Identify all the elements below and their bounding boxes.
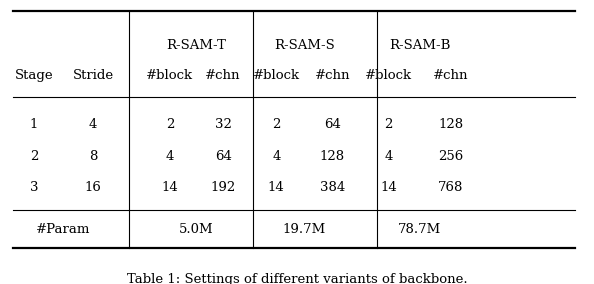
Text: 2: 2 (272, 118, 280, 131)
Text: 192: 192 (210, 181, 236, 194)
Text: #block: #block (146, 69, 194, 82)
Text: R-SAM-S: R-SAM-S (274, 39, 335, 52)
Text: 128: 128 (320, 150, 345, 163)
Text: 2: 2 (30, 150, 38, 163)
Text: 4: 4 (272, 150, 280, 163)
Text: 2: 2 (384, 118, 393, 131)
Text: #chn: #chn (315, 69, 350, 82)
Text: #Param: #Param (36, 223, 91, 236)
Text: #block: #block (365, 69, 412, 82)
Text: Table 1: Settings of different variants of backbone.: Table 1: Settings of different variants … (127, 273, 467, 284)
Text: #block: #block (252, 69, 300, 82)
Text: 64: 64 (214, 150, 232, 163)
Text: R-SAM-B: R-SAM-B (389, 39, 450, 52)
Text: 32: 32 (214, 118, 232, 131)
Text: 14: 14 (162, 181, 178, 194)
Text: 19.7M: 19.7M (283, 223, 326, 236)
Text: 4: 4 (166, 150, 174, 163)
Text: 64: 64 (324, 118, 341, 131)
Text: 4: 4 (89, 118, 97, 131)
Text: 14: 14 (380, 181, 397, 194)
Text: 256: 256 (438, 150, 463, 163)
Text: 768: 768 (438, 181, 463, 194)
Text: 3: 3 (30, 181, 38, 194)
Text: #chn: #chn (433, 69, 469, 82)
Text: 14: 14 (268, 181, 285, 194)
Text: 5.0M: 5.0M (179, 223, 214, 236)
Text: 128: 128 (438, 118, 463, 131)
Text: Stage: Stage (15, 69, 53, 82)
Text: 16: 16 (84, 181, 102, 194)
Text: Stride: Stride (72, 69, 113, 82)
Text: #chn: #chn (206, 69, 241, 82)
Text: 2: 2 (166, 118, 174, 131)
Text: 4: 4 (384, 150, 393, 163)
Text: R-SAM-T: R-SAM-T (166, 39, 226, 52)
Text: 1: 1 (30, 118, 38, 131)
Text: 78.7M: 78.7M (398, 223, 441, 236)
Text: 384: 384 (320, 181, 345, 194)
Text: 8: 8 (89, 150, 97, 163)
